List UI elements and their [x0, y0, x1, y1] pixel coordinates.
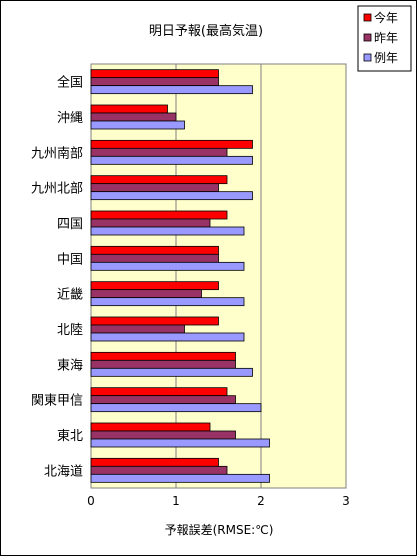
legend-swatch [363, 13, 372, 22]
bar-今年-近畿 [90, 281, 219, 291]
bar-昨年-四国 [90, 218, 211, 228]
bar-今年-北陸 [90, 316, 219, 326]
bar-昨年-近畿 [90, 289, 202, 299]
bar-昨年-東海 [90, 359, 236, 369]
legend-swatch [363, 33, 372, 42]
category-label: 沖縄 [57, 111, 83, 126]
x-tick-label: 1 [172, 494, 180, 508]
bar-例年-北海道 [90, 473, 270, 483]
bar-例年-東北 [90, 438, 270, 448]
bar-例年-全国 [90, 85, 253, 95]
category-label: 東海 [57, 357, 83, 373]
x-tick-labels: 0 1 2 3 [87, 494, 350, 508]
bar-今年-九州北部 [90, 175, 228, 185]
bar-例年-北陸 [90, 332, 245, 342]
category-label: 九州南部 [31, 145, 83, 161]
bar-昨年-九州北部 [90, 183, 219, 193]
x-tick-label: 2 [257, 494, 265, 508]
category-label: 近畿 [57, 288, 83, 303]
category-label: 東北 [57, 428, 83, 444]
bar-今年-沖縄 [90, 104, 168, 114]
bar-今年-九州南部 [90, 139, 253, 149]
grid-lines [175, 64, 262, 488]
bar-例年-四国 [90, 226, 245, 236]
bar-今年-全国 [90, 69, 219, 79]
legend-label: 今年 [374, 10, 398, 25]
bar-例年-九州北部 [90, 191, 253, 201]
x-tick-label: 0 [87, 494, 95, 508]
bar-例年-近畿 [90, 297, 245, 307]
bar-今年-東北 [90, 422, 211, 432]
legend-swatch [363, 53, 372, 62]
bar-今年-北海道 [90, 457, 219, 467]
bars [90, 69, 270, 483]
bar-昨年-北陸 [90, 324, 185, 334]
bar-例年-中国 [90, 261, 245, 271]
bar-昨年-中国 [90, 253, 219, 263]
bar-今年-関東甲信 [90, 387, 228, 397]
bar-昨年-沖縄 [90, 112, 177, 122]
chart-title: 明日予報(最高気温) [149, 23, 263, 39]
category-label: 中国 [57, 252, 83, 267]
plot-area [90, 63, 347, 489]
bar-例年-東海 [90, 367, 253, 377]
bar-今年-四国 [90, 210, 228, 220]
bar-今年-東海 [90, 351, 236, 361]
bar-今年-中国 [90, 245, 219, 255]
category-label: 全国 [57, 75, 83, 91]
bar-例年-沖縄 [90, 120, 185, 130]
x-axis-label: 予報誤差(RMSE:℃) [165, 522, 274, 537]
legend-label: 昨年 [374, 31, 398, 45]
bar-昨年-北海道 [90, 465, 228, 475]
bar-例年-関東甲信 [90, 403, 262, 413]
x-tick-label: 3 [342, 494, 350, 508]
bar-昨年-全国 [90, 77, 219, 87]
category-label: 九州北部 [31, 182, 83, 197]
category-label: 北陸 [57, 322, 83, 338]
bar-昨年-関東甲信 [90, 395, 236, 405]
category-label: 関東甲信 [31, 393, 83, 409]
legend-label: 例年 [374, 51, 398, 65]
bar-昨年-東北 [90, 430, 236, 440]
category-label: 北海道 [44, 464, 83, 479]
category-label: 四国 [57, 217, 83, 232]
bar-昨年-九州南部 [90, 147, 228, 157]
bar-例年-九州南部 [90, 155, 253, 165]
